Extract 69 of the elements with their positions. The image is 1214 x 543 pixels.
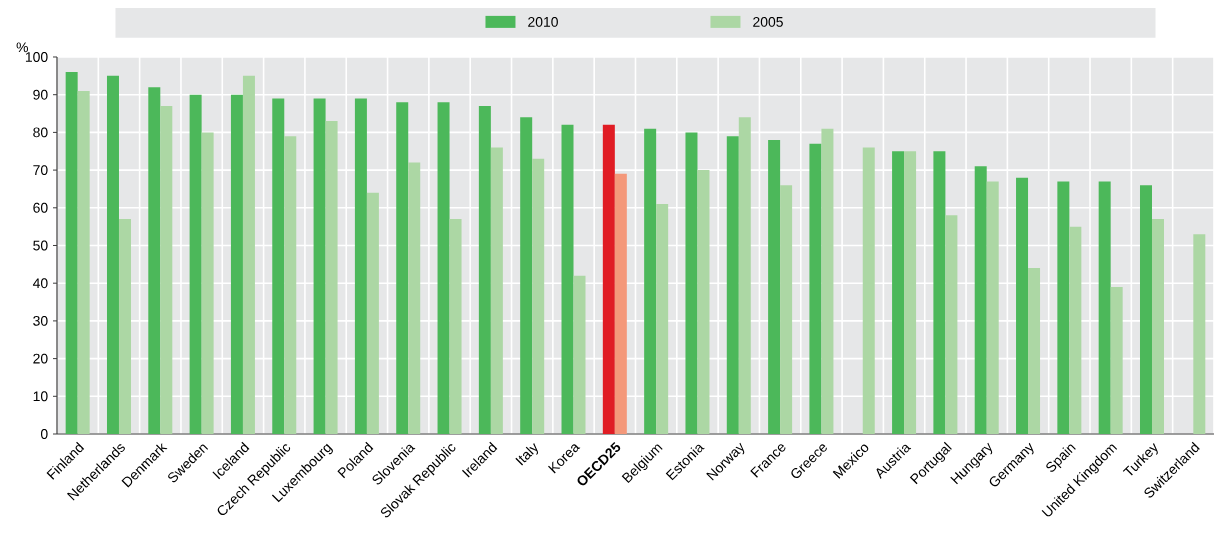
- bar: [614, 173, 627, 434]
- bar: [160, 106, 173, 434]
- bar: [780, 185, 793, 434]
- bar: [862, 147, 875, 434]
- bar: [313, 98, 326, 434]
- y-tick-label: 40: [32, 278, 48, 289]
- y-tick-label: 20: [33, 353, 48, 364]
- legend-label: 2005: [753, 16, 783, 27]
- bar: [974, 166, 987, 434]
- bar: [201, 132, 214, 434]
- bar: [986, 181, 999, 434]
- y-tick-label: 30: [33, 315, 48, 326]
- bar: [520, 117, 533, 434]
- legend-label: 2010: [528, 16, 558, 27]
- bar: [1139, 185, 1152, 434]
- bar: [602, 124, 615, 434]
- bar: [945, 215, 958, 434]
- bar: [65, 72, 78, 434]
- bar: [561, 124, 574, 434]
- y-tick-label: 100: [25, 52, 48, 62]
- bar: [478, 106, 491, 434]
- bar: [272, 98, 285, 434]
- bar: [697, 170, 710, 434]
- bar: [148, 87, 161, 434]
- bar: [1193, 234, 1206, 434]
- bar: [1151, 219, 1164, 434]
- bar: [77, 90, 90, 434]
- y-tick-label: 10: [33, 391, 48, 402]
- bar: [685, 132, 698, 434]
- bar: [118, 219, 131, 434]
- bar: [726, 136, 739, 434]
- bar: [230, 94, 243, 434]
- bar: [354, 98, 367, 434]
- x-tick-label: Italy: [515, 443, 538, 466]
- bar: [532, 158, 545, 434]
- y-tick-label: 60: [33, 202, 48, 213]
- bar: [366, 192, 379, 434]
- y-tick-label: 70: [33, 165, 48, 176]
- bar: [189, 94, 202, 434]
- y-tick-label: 80: [33, 127, 48, 138]
- bar: [325, 121, 338, 434]
- bar: [933, 151, 946, 434]
- bar: [644, 128, 657, 434]
- bar: [738, 117, 751, 434]
- bar: [768, 139, 781, 434]
- bar: [1016, 177, 1029, 434]
- bar: [437, 102, 450, 434]
- bar: [1028, 268, 1041, 434]
- bar: [242, 75, 255, 434]
- y-tick-label: 90: [33, 89, 48, 100]
- bar: [490, 147, 503, 434]
- bar: [396, 102, 409, 434]
- y-tick-label: 50: [33, 240, 48, 251]
- bar: [1057, 181, 1070, 434]
- bar: [1069, 226, 1082, 434]
- bar: [284, 136, 297, 434]
- bar: [1110, 286, 1123, 434]
- y-axis-title: %: [16, 42, 28, 53]
- bar: [573, 275, 586, 434]
- bar: [408, 162, 421, 434]
- bar: [821, 128, 834, 434]
- bar: [449, 219, 462, 434]
- bar: [809, 143, 822, 434]
- bar: [904, 151, 917, 434]
- y-tick-label: 0: [40, 429, 48, 439]
- bar: [106, 75, 119, 434]
- bar: [656, 204, 669, 434]
- bar: [892, 151, 905, 434]
- bar: [1098, 181, 1111, 434]
